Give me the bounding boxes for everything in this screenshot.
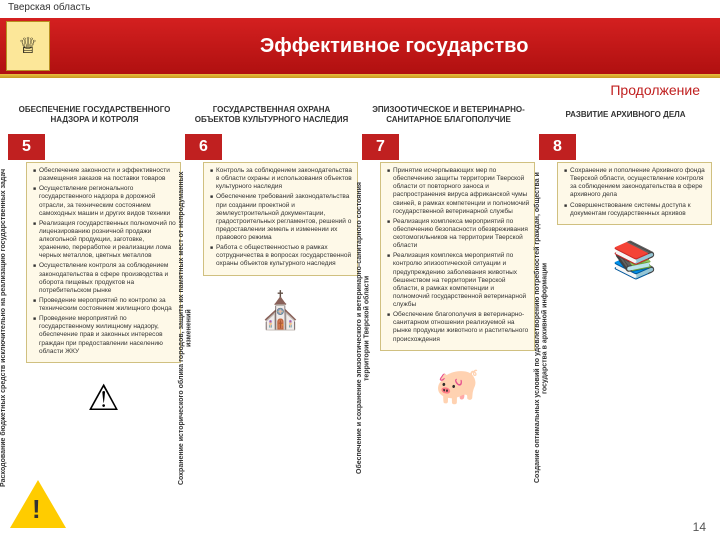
page-number: 14: [693, 520, 706, 534]
list-item: Осуществление регионального государствен…: [33, 185, 176, 218]
content-box: Сохранение и пополнение Архивного фонда …: [557, 162, 712, 225]
list-item: Проведение мероприятий по государственно…: [33, 315, 176, 356]
column-header: ГОСУДАРСТВЕННАЯ ОХРАНА ОБЪЕКТОВ КУЛЬТУРН…: [185, 98, 358, 132]
content-box: Принятие исчерпывающих мер по обеспечени…: [380, 162, 535, 351]
header-band: ♕ Эффективное государство: [0, 18, 720, 74]
column-header: ЭПИЗООТИЧЕСКОЕ И ВЕТЕРИНАРНО-САНИТАРНОЕ …: [362, 98, 535, 132]
page-title: Эффективное государство: [260, 35, 528, 58]
list-item: Совершенствование системы доступа к доку…: [564, 202, 707, 218]
column-icon: ⚠: [26, 363, 181, 433]
column-icon: 📚: [557, 225, 712, 295]
column-header: ОБЕСПЕЧЕНИЕ ГОСУДАРСТВЕННОГО НАДЗОРА И К…: [8, 98, 181, 132]
warning-icon: [10, 480, 66, 528]
list-item: Контроль за соблюдением законодательства…: [210, 167, 353, 191]
vertical-label: Создание оптимальных условий по удовлетв…: [534, 168, 552, 488]
column-number: 5: [8, 134, 45, 160]
list-item: Сохранение и пополнение Архивного фонда …: [564, 167, 707, 200]
column-number: 7: [362, 134, 399, 160]
columns-container: ОБЕСПЕЧЕНИЕ ГОСУДАРСТВЕННОГО НАДЗОРА И К…: [0, 98, 720, 433]
list-item: Обеспечение требований законодательства …: [210, 193, 353, 242]
list-item: Обеспечение благополучия в ветеринарно-с…: [387, 311, 530, 344]
list-item: Принятие исчерпывающих мер по обеспечени…: [387, 167, 530, 216]
list-item: Реализация комплекса мероприятий по обес…: [387, 218, 530, 251]
column-7: ЭПИЗООТИЧЕСКОЕ И ВЕТЕРИНАРНО-САНИТАРНОЕ …: [362, 98, 535, 433]
list-item: Работа с общественностью в рамках сотруд…: [210, 244, 353, 268]
column-number: 6: [185, 134, 222, 160]
region-label: Тверская область: [0, 0, 720, 18]
column-number: 8: [539, 134, 576, 160]
column-6: ГОСУДАРСТВЕННАЯ ОХРАНА ОБЪЕКТОВ КУЛЬТУРН…: [185, 98, 358, 433]
list-item: Обеспечение законности и эффективности р…: [33, 167, 176, 183]
list-item: Реализация государственных полномочий по…: [33, 220, 176, 261]
list-item: Проведение мероприятий по контролю за те…: [33, 297, 176, 313]
continuation-label: Продолжение: [0, 78, 720, 98]
column-header: РАЗВИТИЕ АРХИВНОГО ДЕЛА: [539, 98, 712, 132]
column-8: РАЗВИТИЕ АРХИВНОГО ДЕЛА8Создание оптимал…: [539, 98, 712, 433]
column-icon: ⛪: [203, 276, 358, 346]
crest-icon: ♕: [6, 21, 50, 71]
list-item: Реализация комплекса мероприятий по конт…: [387, 252, 530, 309]
content-box: Обеспечение законности и эффективности р…: [26, 162, 181, 363]
vertical-label: Расходование бюджетных средств исключите…: [0, 168, 18, 488]
content-box: Контроль за соблюдением законодательства…: [203, 162, 358, 276]
column-icon: 🐖: [380, 351, 535, 421]
column-5: ОБЕСПЕЧЕНИЕ ГОСУДАРСТВЕННОГО НАДЗОРА И К…: [8, 98, 181, 433]
vertical-label: Сохранение исторического облика городов,…: [178, 168, 196, 488]
vertical-label: Обеспечение и сохранение эпизоотического…: [356, 168, 374, 488]
list-item: Осуществление контроля за соблюдением за…: [33, 262, 176, 295]
